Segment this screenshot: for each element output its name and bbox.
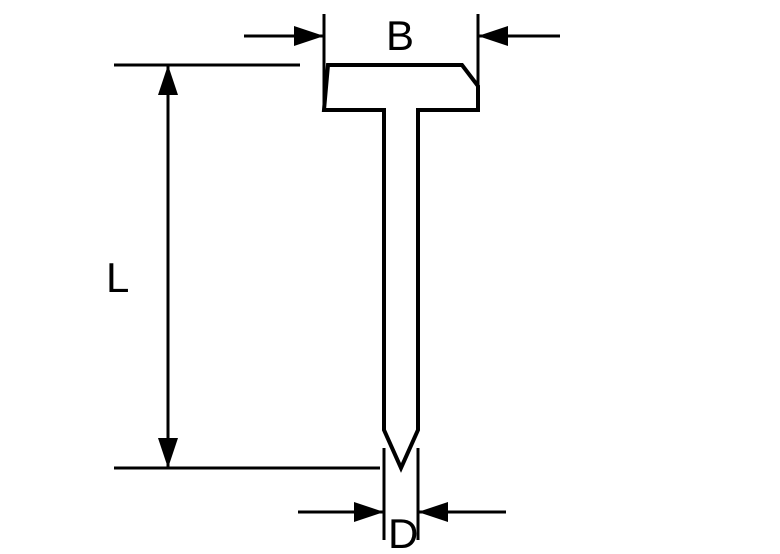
label-d: D: [388, 510, 418, 554]
nail-dimension-diagram: B L D: [0, 0, 780, 554]
label-l: L: [106, 254, 129, 301]
dimension-l-length: [114, 65, 380, 468]
label-b: B: [386, 12, 414, 59]
nail-silhouette: [324, 65, 478, 468]
